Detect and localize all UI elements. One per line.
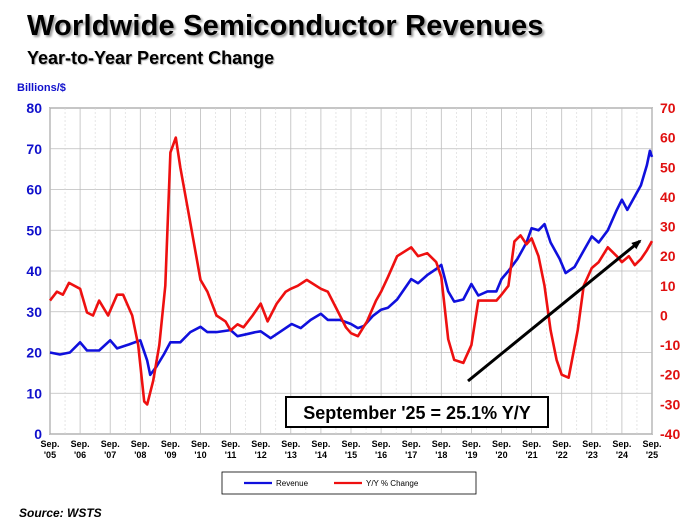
left-tick-label: 10 — [26, 385, 42, 401]
right-tick-label: -10 — [660, 337, 680, 353]
x-tick-label: Sep. '13 — [281, 439, 300, 460]
right-tick-label: 40 — [660, 189, 676, 205]
annotation: September '25 = 25.1% Y/Y — [285, 239, 642, 428]
x-tick-label: Sep. '19 — [462, 439, 481, 460]
x-tick-label: Sep. '08 — [131, 439, 150, 460]
legend-label-revenue: Revenue — [276, 479, 309, 488]
x-tick-label: Sep. '22 — [552, 439, 571, 460]
annotation-box — [285, 396, 549, 428]
x-tick-label: Sep. '18 — [432, 439, 451, 460]
x-tick-label: Sep. '14 — [311, 439, 330, 460]
x-tick-label: Sep. '17 — [402, 439, 421, 460]
revenue-line — [49, 149, 654, 377]
x-tick-label: Sep. '07 — [101, 439, 120, 460]
right-tick-label: -20 — [660, 367, 680, 383]
trend-arrow — [467, 239, 642, 383]
x-tick-label: Sep. '25 — [642, 439, 661, 460]
left-tick-label: 0 — [34, 426, 42, 442]
left-axis: 0 10 20 30 40 50 60 70 80 — [26, 100, 42, 442]
x-tick-label: Sep. '09 — [161, 439, 180, 460]
left-tick-label: 40 — [26, 263, 42, 279]
right-tick-label: 50 — [660, 159, 676, 175]
right-tick-label: -40 — [660, 426, 680, 442]
x-tick-label: Sep. '06 — [71, 439, 90, 460]
x-axis: Sep. '05 Sep. '06 Sep. '07 Sep. '08 Sep. '09 Sep. '… — [40, 439, 661, 460]
left-tick-label: 20 — [26, 345, 42, 361]
x-tick-label: Sep. '20 — [492, 439, 511, 460]
x-tick-label: Sep. '16 — [372, 439, 391, 460]
x-tick-label: Sep. '24 — [612, 439, 631, 460]
annotation-text: September '25 = 25.1% Y/Y — [303, 403, 531, 423]
chart-subtitle: Year-to-Year Percent Change — [27, 48, 275, 68]
chart-series — [48, 136, 654, 406]
x-tick-label: Sep. '11 — [221, 439, 240, 460]
x-tick-label: Sep. '05 — [40, 439, 59, 460]
right-tick-label: 70 — [660, 100, 676, 116]
left-tick-label: 50 — [26, 222, 42, 238]
right-axis: -40 -30 -20 -10 0 10 20 30 40 50 60 70 — [660, 100, 680, 442]
x-tick-label: Sep. '23 — [582, 439, 601, 460]
x-tick-label: Sep. '10 — [191, 439, 210, 460]
yoy-change-line — [48, 136, 654, 406]
x-tick-label: Sep. '15 — [341, 439, 360, 460]
x-tick-label: Sep. '21 — [522, 439, 541, 460]
x-tick-label: Sep. '12 — [251, 439, 270, 460]
right-tick-label: -30 — [660, 396, 680, 412]
right-tick-label: 20 — [660, 248, 676, 264]
chart-title: Worldwide Semiconductor Revenues — [27, 10, 544, 42]
chart-grid — [49, 107, 653, 435]
right-tick-label: 60 — [660, 130, 676, 146]
legend-label-yoy: Y/Y % Change — [366, 479, 419, 488]
left-tick-label: 60 — [26, 182, 42, 198]
y-axis-label: Billions/$ — [17, 82, 66, 94]
legend: Revenue Y/Y % Change — [221, 471, 477, 495]
source-note: Source: WSTS — [19, 506, 102, 520]
left-tick-label: 30 — [26, 304, 42, 320]
left-tick-label: 70 — [26, 141, 42, 157]
right-tick-label: 30 — [660, 219, 676, 235]
right-tick-label: 10 — [660, 278, 676, 294]
right-tick-label: 0 — [660, 307, 668, 323]
left-tick-label: 80 — [26, 100, 42, 116]
